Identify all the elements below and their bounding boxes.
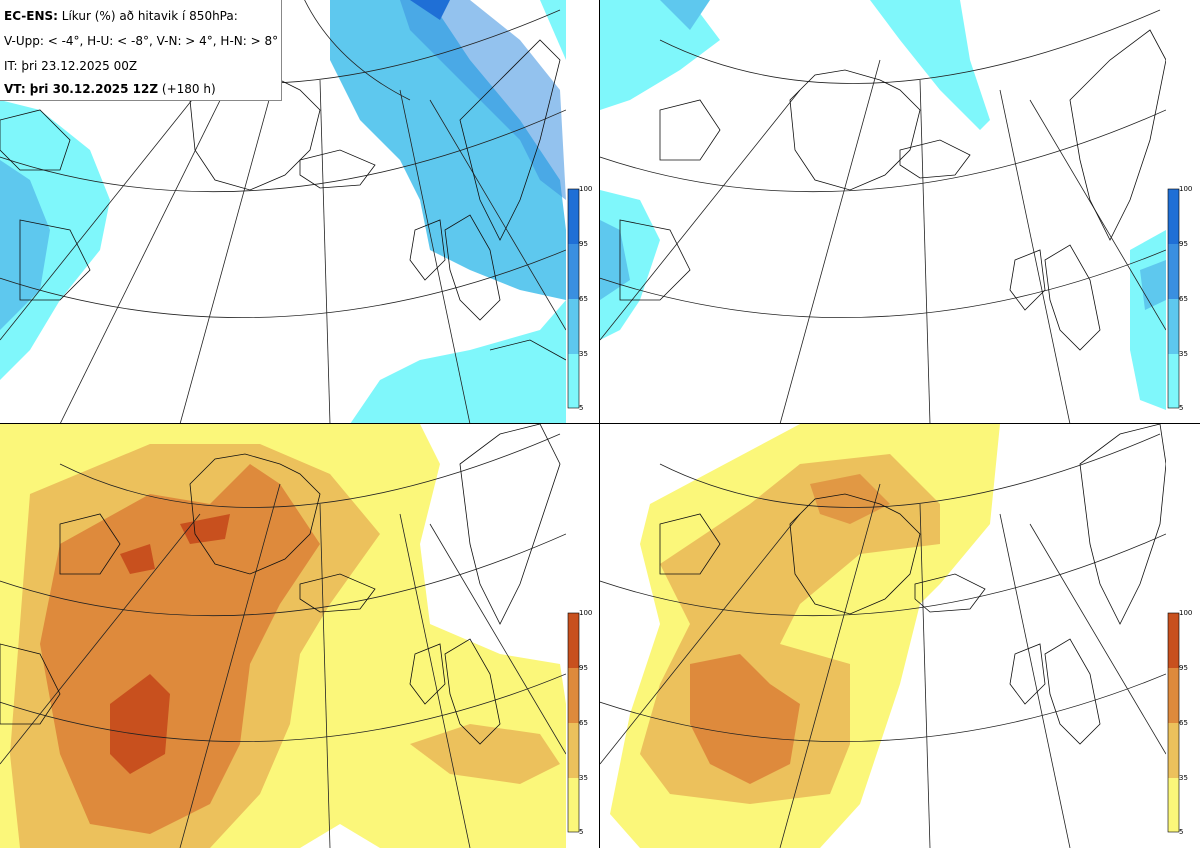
colorbar-tick: 35	[579, 350, 588, 358]
map-warm-plus8	[600, 424, 1166, 848]
category-legend: V-Upp: < -4°, H-U: < -8°, V-N: > 4°, H-N…	[4, 34, 279, 48]
colorbar-tick: 35	[1179, 350, 1188, 358]
colorbar-tick: 5	[579, 828, 584, 836]
colorbar-cold-band-4	[568, 354, 579, 408]
valid-time: VT: þri 30.12.2025 12Z	[4, 82, 159, 96]
map-panel-cold-minus8	[600, 0, 1166, 424]
colorbar-tick: 5	[1179, 404, 1184, 412]
colorbar-tick: 65	[579, 719, 588, 727]
colorbar-tick: 95	[579, 664, 588, 672]
colorbar-tick: 100	[579, 609, 593, 617]
map-panel-warm-plus4	[0, 424, 566, 848]
map-cold-minus8	[600, 0, 1166, 424]
model-label: EC-ENS:	[4, 9, 58, 23]
initial-time: IT: þri 23.12.2025 00Z	[4, 59, 138, 73]
colorbar-warm-bottom-right: 100 95 65 35 5	[1166, 424, 1196, 848]
colorbar-tick: 100	[1179, 609, 1193, 617]
colorbar-tick: 65	[1179, 295, 1188, 303]
colorbar-tick: 100	[1179, 185, 1193, 193]
colorbar-tick: 65	[1179, 719, 1188, 727]
colorbar-cold-band-3	[568, 299, 579, 354]
lead-time: (+180 h)	[161, 82, 216, 96]
colorbar-cold-band-1	[568, 189, 579, 244]
colorbar-tick: 5	[579, 404, 584, 412]
panel-divider-vertical	[599, 0, 600, 848]
panel-divider-horizontal	[0, 423, 1200, 424]
map-panel-warm-plus8	[600, 424, 1166, 848]
colorbar-tick: 95	[1179, 240, 1188, 248]
colorbar-tick: 95	[1179, 664, 1188, 672]
info-box: EC-ENS: Líkur (%) að hitavik í 850hPa: V…	[0, 0, 282, 101]
map-warm-plus4	[0, 424, 566, 848]
valid-time-line: VT: þri 30.12.2025 12Z (+180 h)	[4, 82, 216, 96]
colorbar-tick: 35	[579, 774, 588, 782]
info-title-line: EC-ENS: Líkur (%) að hitavik í 850hPa:	[4, 9, 238, 23]
colorbar-warm-bottom-left: 100 95 65 35 5	[566, 424, 596, 848]
colorbar-tick: 100	[579, 185, 593, 193]
colorbar-cold-top-right: 100 95 65 35 5	[1166, 0, 1196, 424]
colorbar-tick: 35	[1179, 774, 1188, 782]
colorbar-tick: 5	[1179, 828, 1184, 836]
colorbar-tick: 65	[579, 295, 588, 303]
colorbar-cold-band-2	[568, 244, 579, 299]
title-text: Líkur (%) að hitavik í 850hPa:	[61, 9, 238, 23]
colorbar-tick: 95	[579, 240, 588, 248]
colorbar-cold-top-left: 100 95 65 35 5	[566, 0, 596, 424]
